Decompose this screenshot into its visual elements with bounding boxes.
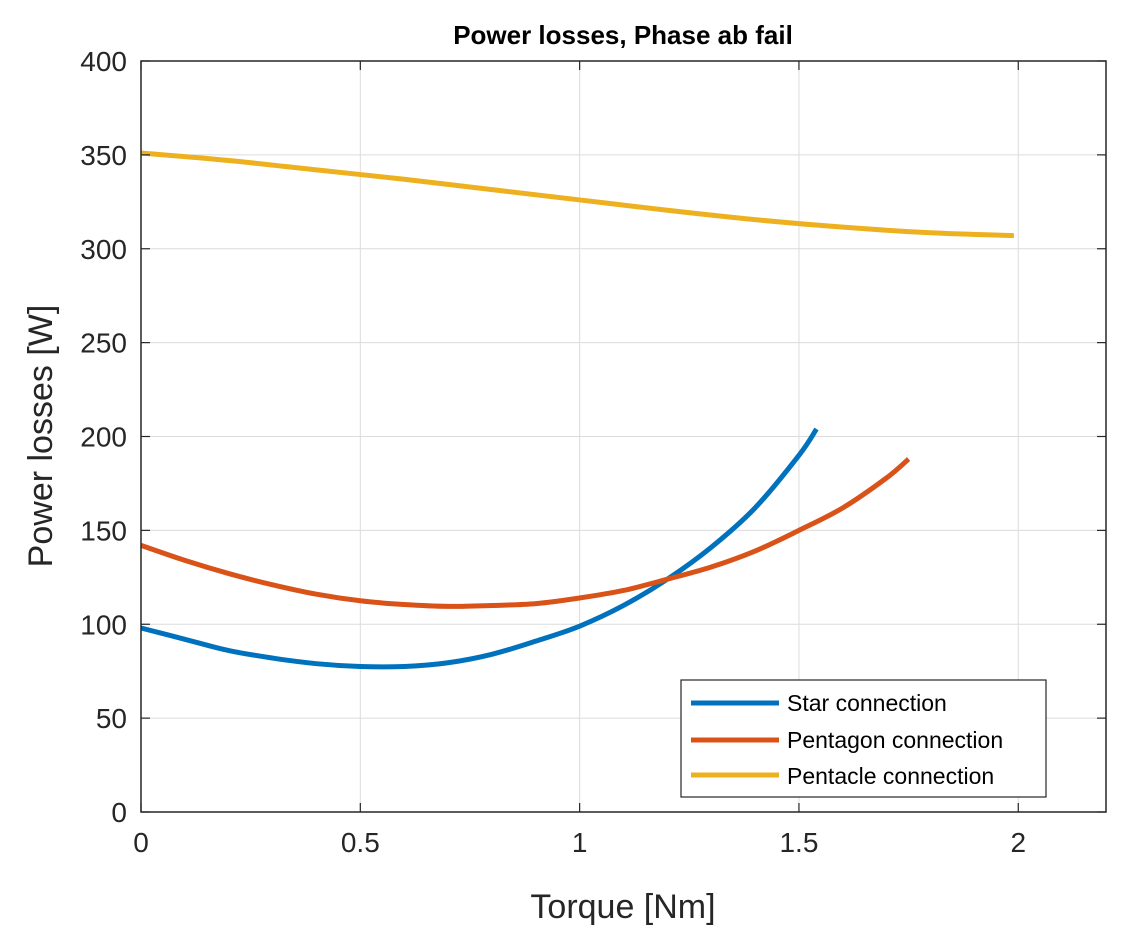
y-tick-label: 0 bbox=[111, 797, 127, 828]
y-tick-label: 350 bbox=[80, 140, 127, 171]
y-tick-label: 300 bbox=[80, 234, 127, 265]
x-tick-label: 0 bbox=[133, 827, 149, 858]
x-tick-label: 1 bbox=[572, 827, 588, 858]
y-tick-label: 100 bbox=[80, 609, 127, 640]
y-tick-label: 200 bbox=[80, 422, 127, 453]
x-tick-label: 1.5 bbox=[779, 827, 818, 858]
y-tick-label: 250 bbox=[80, 328, 127, 359]
y-axis-label: Power losses [W] bbox=[22, 305, 60, 568]
y-tick-label: 50 bbox=[96, 703, 127, 734]
y-tick-label: 400 bbox=[80, 46, 127, 77]
legend-label-pentacle: Pentacle connection bbox=[787, 763, 994, 789]
chart-title: Power losses, Phase ab fail bbox=[453, 20, 793, 50]
x-tick-label: 0.5 bbox=[341, 827, 380, 858]
legend-label-pentagon: Pentagon connection bbox=[787, 727, 1003, 753]
x-tick-label: 2 bbox=[1010, 827, 1026, 858]
legend: Star connection Pentagon connection Pent… bbox=[680, 679, 1047, 798]
tick-layer: 0 0.5 1 1.5 2 0 50 100 150 200 250 300 350 400 bbox=[80, 46, 1106, 858]
y-tick-label: 150 bbox=[80, 515, 127, 546]
series-line-star bbox=[140, 427, 819, 670]
x-axis-label: Torque [Nm] bbox=[530, 888, 715, 926]
series-line-pentacle bbox=[140, 150, 1014, 239]
legend-label-star: Star connection bbox=[787, 690, 947, 716]
series-layer bbox=[140, 150, 1014, 670]
series-line-pentagon bbox=[140, 457, 911, 609]
